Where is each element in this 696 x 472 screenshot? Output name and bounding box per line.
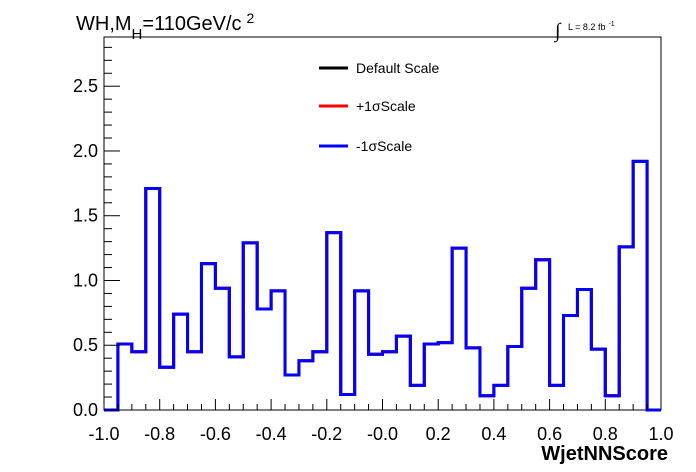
y-tick-label: 0.0 [73, 400, 98, 420]
x-tick-label: -1.0 [88, 424, 119, 444]
title-main: WH,M [76, 13, 132, 35]
x-tick-label: -0.4 [256, 424, 287, 444]
legend-label-minus-sigma: -1σScale [356, 138, 412, 154]
x-tick-label: -0.0 [367, 424, 398, 444]
title-subscript: H [132, 26, 143, 43]
x-tick-label: 0.6 [537, 424, 562, 444]
y-tick-label: 2.5 [73, 76, 98, 96]
x-tick-label: 0.4 [481, 424, 506, 444]
x-tick-label: -0.2 [311, 424, 342, 444]
y-tick-label: 0.5 [73, 335, 98, 355]
y-tick-label: 1.5 [73, 206, 98, 226]
luminosity-integral: ∫ [553, 20, 562, 43]
x-tick-label: -0.6 [200, 424, 231, 444]
x-tick-label: -0.8 [144, 424, 175, 444]
chart-title: WH,MH=110GeV/c 2 [76, 10, 255, 43]
series-layer [104, 159, 661, 412]
legend: Default Scale +1σScale -1σScale [319, 60, 439, 154]
series-line-1 [104, 159, 661, 412]
y-tick-label: 2.0 [73, 141, 98, 161]
luminosity-text: L = 8.2 fb [568, 22, 605, 32]
x-tick-label: 0.2 [426, 424, 451, 444]
series-line-0 [104, 159, 661, 412]
x-axis-label: WjetNNScore [541, 443, 668, 465]
axis-layer: -1.0 -0.8 -0.6 -0.4 -0.2 -0.0 0.2 0.4 0.6 0.8 1.0 0… [73, 46, 674, 444]
series-line-2 [104, 159, 661, 412]
x-tick-label: 1.0 [648, 424, 673, 444]
y-tick-label: 1.0 [73, 270, 98, 290]
title-value: =110GeV/c [142, 13, 241, 35]
legend-label-default-scale: Default Scale [356, 60, 439, 76]
legend-label-plus-sigma: +1σScale [356, 98, 416, 114]
luminosity-label: L = 8.2 fb -1 [568, 21, 615, 32]
x-tick-label: 0.8 [593, 424, 618, 444]
title-superscript: 2 [247, 10, 255, 26]
luminosity-superscript: -1 [608, 21, 614, 28]
